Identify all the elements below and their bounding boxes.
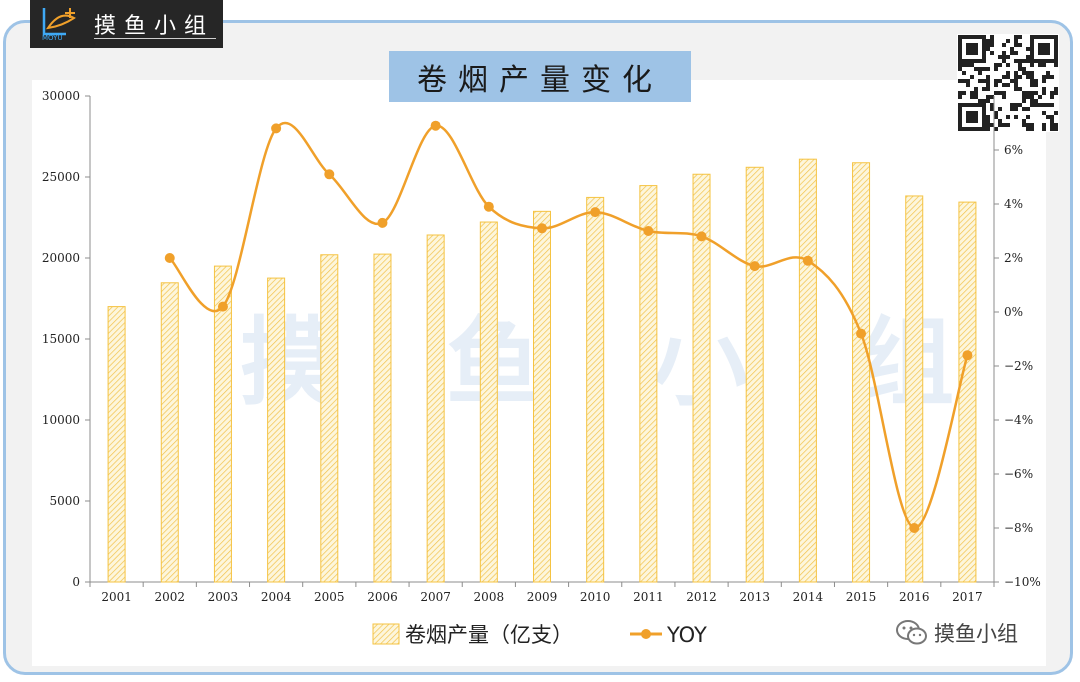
bar-series [107,158,977,583]
line-series [164,120,973,533]
logo-divider [94,38,216,39]
bar [267,277,286,583]
yoy-point [217,301,228,312]
x-tick-label: 2014 [793,590,824,604]
yoy-point [430,120,441,131]
yoy-point [537,223,547,234]
bar [479,221,498,583]
yoy-point [590,207,601,218]
yoy-point [696,231,707,242]
x-tick-label: 2011 [633,590,664,604]
yoy-point [962,350,973,361]
logo-name: 摸鱼小组 [94,14,215,39]
x-tick-label: 2016 [899,590,930,604]
x-tick-label: 2013 [739,590,770,604]
chart-title: 卷烟产量变化 [417,62,663,98]
bar [958,201,977,583]
yoy-point [324,169,335,180]
fish-logo-icon [42,8,76,36]
footer-brand: 摸鱼小组 [896,618,1018,648]
right-tick-label: 2% [1004,251,1023,265]
brand-logo: MOYU 摸鱼小组 [30,0,223,48]
x-tick-label: 2007 [420,590,451,604]
right-tick-label: −6% [1004,467,1033,481]
right-tick-label: −2% [1004,359,1033,373]
x-axis: 2001 2002 2003 2004 2005 2006 2007 2008 2009 2010… [89,581,995,604]
x-tick-label: 2017 [952,590,983,604]
yoy-point [856,328,867,339]
left-tick-label: 5000 [49,494,80,508]
x-tick-label: 2006 [367,590,398,604]
bar [426,234,445,583]
yoy-point [271,123,282,134]
right-tick-label: −10% [1004,575,1041,589]
x-tick-label: 2015 [846,590,877,604]
bar [533,210,551,583]
bar [745,166,764,583]
x-tick-label: 2001 [101,590,132,604]
right-tick-label: 0% [1004,305,1023,319]
chart-title-box: 卷烟产量变化 [389,51,691,102]
left-tick-label: 30000 [42,89,80,103]
x-tick-label: 2005 [314,590,345,604]
yoy-point [483,201,494,212]
yoy-point [377,217,388,228]
bar [852,162,871,583]
x-tick-label: 2003 [208,590,239,604]
x-tick-label: 2002 [154,590,185,604]
logo-tag: MOYU [42,34,63,42]
left-tick-label: 15000 [42,332,80,346]
yoy-point [909,523,920,533]
right-axis: −10% −8% −6% −4% −2% 0% 2% 4% 6% [993,96,1041,589]
bar [798,158,817,583]
legend-label-line: YOY [666,623,707,647]
footer-brand-name: 摸鱼小组 [934,622,1018,646]
yoy-point [802,255,813,266]
legend-swatch-bar [372,623,400,645]
bar [905,195,924,583]
left-tick-label: 25000 [42,170,80,184]
bar [160,282,179,583]
right-tick-label: 6% [1004,143,1023,157]
bar [213,265,232,583]
yoy-line [168,121,969,530]
bar [586,196,605,583]
x-tick-label: 2008 [474,590,505,604]
left-tick-label: 20000 [42,251,80,265]
right-tick-label: 4% [1004,197,1023,211]
x-tick-label: 2012 [686,590,717,604]
x-tick-label: 2009 [527,590,558,604]
bar [692,173,711,583]
bar [107,306,126,583]
bar [320,254,339,583]
wechat-icon [896,620,927,645]
x-tick-label: 2004 [261,590,292,604]
x-tick-label: 2010 [580,590,611,604]
qr-code-icon [957,34,1059,132]
bar [373,253,392,583]
yoy-point [749,261,760,272]
left-axis: 0 5000 10000 15000 20000 25000 30000 [42,89,91,589]
left-tick-label: 10000 [42,413,80,427]
legend-label-bar: 卷烟产量（亿支） [405,623,573,647]
bar [639,185,658,583]
left-tick-label: 0 [72,575,80,589]
legend-swatch-marker [641,629,651,639]
right-tick-label: −8% [1004,521,1033,535]
right-tick-label: −4% [1004,413,1033,427]
legend: 卷烟产量（亿支） YOY [372,623,707,647]
yoy-point [643,226,654,236]
yoy-point [164,253,175,263]
